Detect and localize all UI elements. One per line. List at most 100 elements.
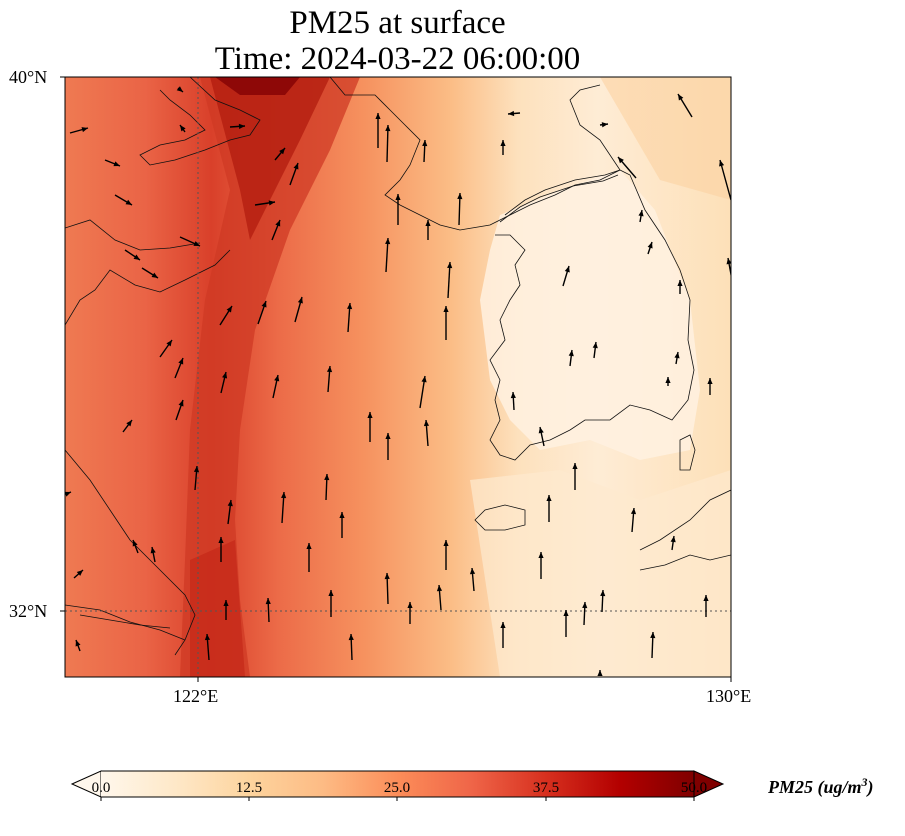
colorbar-tick: 12.5 (235, 780, 263, 796)
wind-arrow-head (385, 433, 391, 439)
wind-arrow-head (443, 540, 449, 546)
wind-arrow-head (281, 492, 287, 499)
gridlines (65, 77, 731, 677)
wind-arrow-head (423, 420, 430, 427)
wind-arrow-head (222, 372, 228, 379)
wind-arrow-head (113, 161, 120, 167)
axis-ticks (60, 76, 732, 682)
lon-label-130e: 130°E (706, 686, 752, 706)
wind-arrow (719, 159, 731, 201)
wind-arrow-head (677, 280, 683, 286)
map-frame (64, 76, 732, 678)
wind-arrow-head (650, 632, 656, 639)
coastlines (65, 77, 731, 656)
wind-arrow-head (223, 600, 229, 606)
wind-arrow-head (348, 634, 354, 641)
pm25-field (65, 77, 731, 677)
wind-arrow-head (226, 306, 232, 313)
map-title: PM25 at surface (289, 5, 506, 41)
wind-arrow-head (421, 376, 427, 383)
wind-arrow-head (665, 377, 671, 383)
wind-arrow-head (279, 148, 285, 155)
wind-arrow-head (76, 570, 83, 576)
wind-arrow-head (328, 590, 334, 596)
colorbar (70, 770, 725, 801)
wind-arrow-head (385, 238, 391, 245)
wind-arrow-head (563, 610, 569, 616)
wind-arrow-head (75, 640, 81, 647)
wind-arrow-head (297, 297, 303, 304)
wind-arrow-head (339, 512, 345, 518)
wind-arrow-head (500, 622, 506, 628)
wind-arrow-head (238, 123, 245, 129)
colorbar-tick: 37.5 (532, 780, 560, 796)
wind-arrow-head (306, 543, 312, 549)
wind-arrow-head (568, 350, 574, 357)
wind-arrow-head (670, 536, 676, 543)
wind-arrow-head (150, 547, 156, 554)
wind-arrow-head (564, 266, 570, 273)
wind-arrow-head (204, 634, 211, 641)
wind-arrow-head (126, 420, 132, 427)
wind-arrow-head (703, 595, 709, 601)
wind-vectors (65, 86, 731, 676)
wind-arrow-head (425, 220, 431, 226)
wind-arrow-head (166, 340, 172, 347)
lat-label-40n: 40°N (9, 67, 48, 87)
wind-arrow-head (274, 375, 280, 382)
wind-arrow-head (572, 463, 578, 469)
lat-label-32n: 32°N (9, 601, 48, 621)
wind-arrow-head (592, 342, 598, 349)
wind-arrow-head (674, 352, 680, 359)
wind-arrow-head (81, 127, 88, 133)
wind-arrow-head (265, 598, 271, 605)
colorbar-tick: 50.0 (680, 780, 708, 796)
wind-arrow-head (218, 537, 224, 543)
wind-arrow (447, 261, 451, 299)
wind-arrow-head (457, 193, 463, 200)
wind-arrow-head (538, 427, 544, 434)
wind-arrow-head (275, 220, 281, 227)
wind-arrow-head (261, 301, 267, 308)
colorbar-label: PM25 (ug/m3) (768, 775, 874, 797)
wind-arrow-head (367, 412, 373, 418)
colorbar-tick: 0.0 (91, 780, 111, 796)
wind-arrow-head (647, 242, 653, 249)
colorbar-max-extend (693, 770, 725, 798)
wind-arrow-head (178, 358, 184, 365)
wind-arrow-head (638, 210, 644, 217)
wind-arrow-head (678, 94, 684, 101)
wind-arrow-head (618, 157, 624, 164)
wind-arrow-head (180, 125, 186, 132)
wind-arrow-head (600, 590, 606, 597)
wind-arrow-head (193, 241, 200, 246)
wind-arrow-head (508, 110, 515, 117)
wind-arrow-head (384, 573, 390, 580)
wind-arrow-head (395, 194, 401, 200)
wind-arrow-head (546, 495, 552, 501)
colorbar-tick: 25.0 (383, 780, 411, 796)
wind-arrow-head (582, 602, 588, 609)
wind-arrow-head (193, 466, 200, 473)
wind-arrow-head (407, 602, 413, 608)
wind-arrow-head (324, 474, 330, 481)
wind-arrow-head (538, 552, 544, 558)
wind-arrow-head (469, 568, 476, 575)
wind-arrow-head (630, 508, 637, 515)
wind-arrow-head (151, 272, 158, 278)
wind-arrow (386, 124, 389, 163)
wind-arrow-head (178, 400, 184, 407)
wind-arrow-head (326, 366, 333, 373)
wind-arrow-head (443, 306, 449, 312)
wind-arrow-head (597, 670, 603, 676)
wind-arrow-head (375, 113, 381, 119)
wind-arrow-head (422, 140, 428, 147)
wind-arrow-head (436, 585, 443, 592)
wind-arrow-head (601, 122, 608, 128)
wind-arrow-head (500, 140, 506, 146)
wind-arrow-head (125, 199, 132, 205)
wind-arrow-head (510, 392, 516, 399)
wind-arrow-head (346, 303, 353, 310)
wind-arrow-head (268, 200, 275, 206)
